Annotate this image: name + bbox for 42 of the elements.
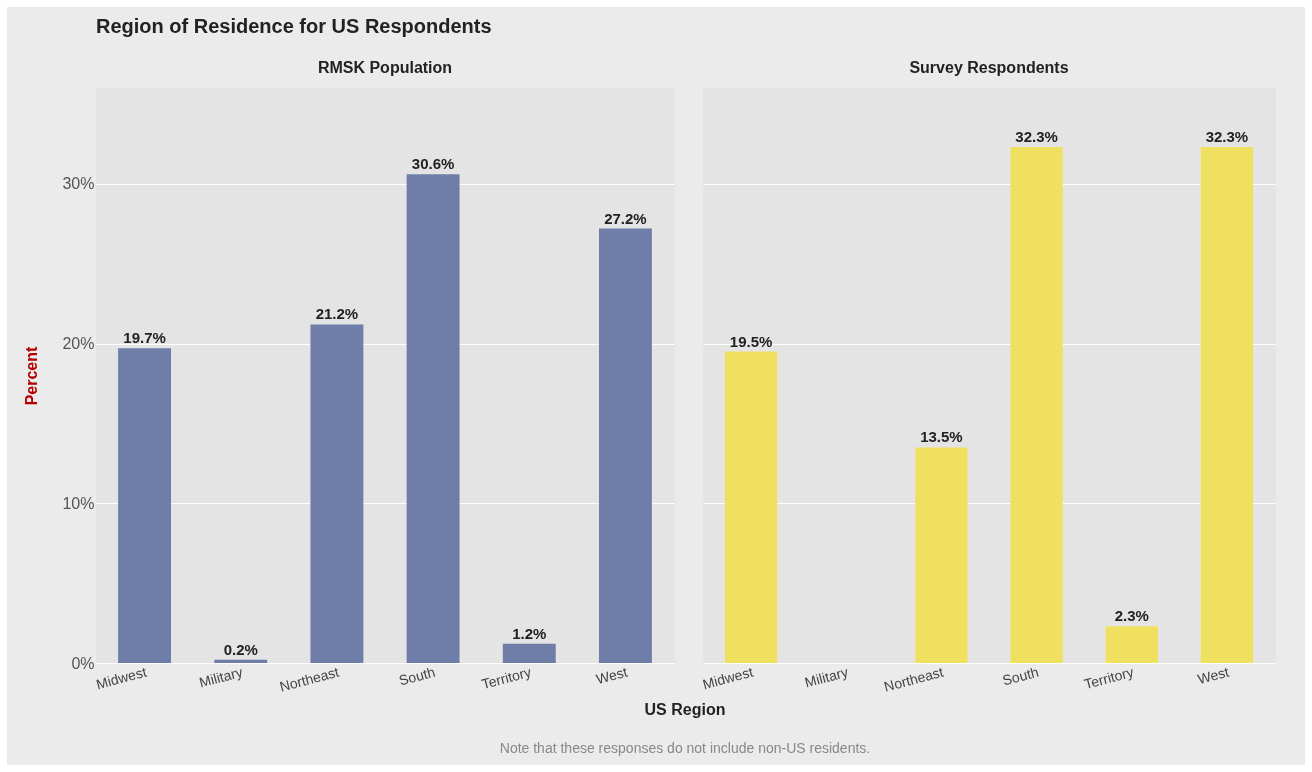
text: Note that these responses do not include non-US residents. bbox=[498, 740, 872, 756]
bar bbox=[1010, 147, 1063, 663]
data-label: 19.7% bbox=[123, 329, 166, 347]
bar bbox=[118, 348, 172, 663]
data-label: 30.6% bbox=[411, 155, 455, 173]
x-tick-label: South bbox=[397, 663, 437, 689]
data-label: 2.3% bbox=[1114, 607, 1149, 625]
data-label: 21.2% bbox=[315, 305, 359, 323]
x-tick-label: South bbox=[1000, 663, 1041, 689]
bar bbox=[598, 228, 652, 663]
data-label: 32.3% bbox=[1205, 128, 1249, 146]
bar bbox=[310, 324, 364, 663]
x-tick-label: Territory bbox=[1082, 663, 1136, 693]
x-axis-title: US Region bbox=[643, 701, 727, 719]
y-axis-title: Percent bbox=[23, 345, 41, 406]
x-tick-label: Military bbox=[802, 663, 850, 691]
x-tick-label: West bbox=[1195, 663, 1231, 688]
data-label: 0.2% bbox=[223, 640, 258, 658]
y-tick-label: 10% bbox=[62, 494, 95, 512]
x-tick-label: Territory bbox=[479, 663, 533, 693]
x-tick-label: West bbox=[594, 663, 630, 688]
chart-subtitle: Survey Respondents bbox=[909, 59, 1069, 76]
data-label: 32.3% bbox=[1015, 128, 1058, 146]
bar bbox=[1105, 626, 1158, 663]
data-label: 19.5% bbox=[729, 332, 773, 350]
bar bbox=[915, 447, 968, 663]
y-tick-label: 0% bbox=[71, 654, 95, 672]
y-tick-label: 20% bbox=[62, 335, 95, 353]
chart-title: Region of Residence for US Respondents bbox=[96, 15, 492, 38]
bar bbox=[214, 659, 268, 663]
y-tick-label: 30% bbox=[62, 175, 95, 193]
data-label: 1.2% bbox=[512, 624, 547, 642]
data-label: 13.5% bbox=[920, 428, 963, 446]
x-tick-label: Midwest bbox=[94, 663, 149, 693]
bar bbox=[406, 174, 460, 663]
x-tick-label: Midwest bbox=[700, 663, 755, 693]
bar bbox=[502, 643, 556, 663]
x-tick-label: Military bbox=[197, 663, 245, 691]
bar bbox=[724, 351, 778, 663]
data-label: 27.2% bbox=[604, 209, 647, 227]
bar bbox=[1200, 147, 1254, 663]
chart-subtitle: RMSK Population bbox=[317, 59, 453, 76]
